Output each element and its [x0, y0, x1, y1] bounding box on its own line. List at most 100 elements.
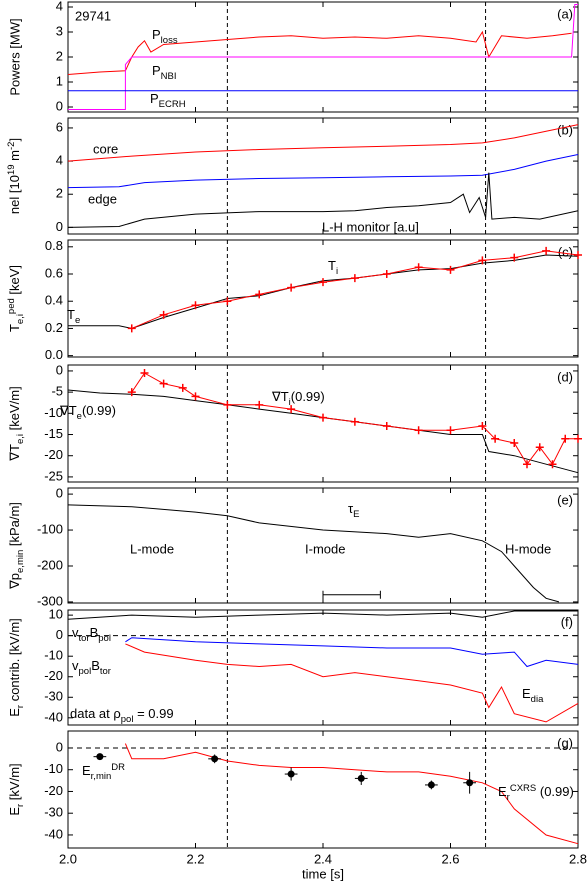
data-marker: [510, 439, 519, 447]
text-part: pol: [121, 714, 134, 725]
data-marker: [478, 422, 487, 431]
x-tick-label: 2.0: [59, 851, 77, 866]
text-part: tor: [100, 666, 111, 677]
text-part: nel [10: [7, 175, 22, 214]
x-tick-label: 2.2: [186, 851, 204, 866]
text-part: E: [353, 509, 359, 520]
series-label: ∇Ti(0.99): [271, 389, 325, 407]
data-line: [67, 124, 579, 162]
plot-frame: [67, 117, 579, 235]
y-axis-label: ∇Te,i [keV/m]: [7, 386, 25, 461]
data-marker: [382, 270, 391, 279]
annotation: I-mode: [305, 541, 345, 556]
series-label: ∇Te(0.99): [59, 403, 116, 421]
series-label: ErCXRS (0.99): [498, 783, 574, 803]
y-tick-label: -5: [51, 384, 63, 399]
series-label: Edia: [522, 686, 544, 704]
data-marker: [191, 392, 200, 401]
y-tick-label: 0.2: [45, 320, 63, 335]
data-line: [68, 4, 578, 110]
data-line: [67, 30, 572, 75]
text-part: [kPa/m]: [7, 502, 22, 550]
text-part: P: [152, 27, 161, 42]
data-marker: [446, 426, 455, 435]
data-marker: [127, 324, 136, 333]
text-part: r: [15, 705, 26, 708]
data-point: [96, 753, 104, 761]
panel: 0 2 4 6 nel [1019 m-2] (b) core edge L-H monitor…: [6, 117, 579, 235]
y-tick-label: -30: [44, 805, 63, 820]
text-part: m: [7, 150, 22, 164]
panel: 0-5-10-15-20-25∇Te,i [keV/m](d)∇Te(0.99)…: [7, 362, 582, 483]
y-tick-label: 2: [56, 48, 63, 63]
text-part: ∇T: [7, 444, 22, 462]
text-part: E: [498, 784, 507, 799]
text-part: CXRS: [510, 783, 536, 794]
annotation: τE: [348, 501, 359, 519]
data-point: [466, 779, 474, 787]
series-label: Ploss: [152, 27, 178, 45]
y-tick-label: 0.0: [45, 347, 63, 362]
data-marker: [159, 379, 168, 388]
panel: 0 -10 -20 -30 -40 2.0 2.2 2.4 2.6 2.8 time [s] Er […: [7, 730, 587, 881]
y-tick-label: 0.4: [45, 293, 63, 308]
data-marker: [350, 417, 359, 426]
text-part: i: [289, 397, 291, 408]
y-tick-label: 4: [56, 153, 63, 168]
panel: 0 -100 -200 -300 ∇pe,min [kPa/m] (e) L-mode I-m…: [7, 486, 579, 608]
y-tick-label: 2: [56, 186, 63, 201]
text-part: (0.99): [82, 403, 116, 418]
data-marker: [319, 278, 327, 287]
text-part: E: [7, 807, 22, 816]
text-part: ∇T: [59, 403, 77, 418]
data-marker: [140, 369, 149, 378]
text-part: B: [91, 658, 100, 673]
text-part: P: [152, 63, 161, 78]
data-point: [211, 755, 219, 763]
annotation: L-mode: [130, 541, 174, 556]
data-marker: [287, 283, 296, 292]
y-tick-label: 0: [56, 98, 63, 113]
text-part: ∇p: [7, 573, 22, 590]
text-part: NBI: [161, 71, 177, 82]
y-tick-label: -10: [44, 761, 63, 776]
text-part: ]: [7, 138, 22, 142]
text-part: = 0.99: [133, 706, 173, 721]
text-part: T: [67, 307, 75, 322]
data-marker: [523, 460, 531, 469]
y-tick-label: -200: [37, 557, 63, 572]
text-part: [keV/m]: [7, 386, 22, 434]
text-part: e,i: [15, 434, 26, 444]
data-marker: [223, 400, 232, 409]
data-marker: [414, 426, 423, 435]
panel-label: (f): [561, 614, 573, 629]
y-tick-label: 0: [56, 739, 63, 754]
text-part: e,min: [15, 550, 26, 573]
y-tick-label: 0: [56, 486, 63, 501]
text-part: e: [75, 315, 80, 326]
data-marker: [414, 263, 423, 272]
data-marker: [223, 297, 232, 306]
data-marker: [287, 405, 296, 414]
panel-label: (d): [557, 369, 573, 384]
y-tick-label: -10: [44, 648, 63, 663]
data-marker: [535, 443, 544, 452]
y-axis-label: ∇pe,min [kPa/m]: [7, 502, 25, 590]
data-point: [287, 770, 295, 778]
series-label: vtorBpol: [72, 625, 111, 643]
y-axis-label: Te,iped [keV]: [6, 265, 26, 332]
x-axis-label: time [s]: [302, 866, 344, 881]
data-line: [124, 743, 579, 845]
y-tick-label: 0.8: [45, 238, 63, 253]
series-label: edge: [88, 191, 117, 206]
y-tick-label: -40: [44, 709, 63, 724]
data-line: [67, 172, 579, 228]
data-line: [67, 610, 578, 620]
data-marker: [561, 434, 570, 443]
annotation: data at ρpol = 0.99: [70, 706, 174, 724]
text-part: ∇T: [271, 389, 289, 404]
y-tick-label: 4: [56, 0, 63, 13]
series-label: vpolBtor: [72, 658, 111, 676]
y-tick-label: -20: [44, 783, 63, 798]
